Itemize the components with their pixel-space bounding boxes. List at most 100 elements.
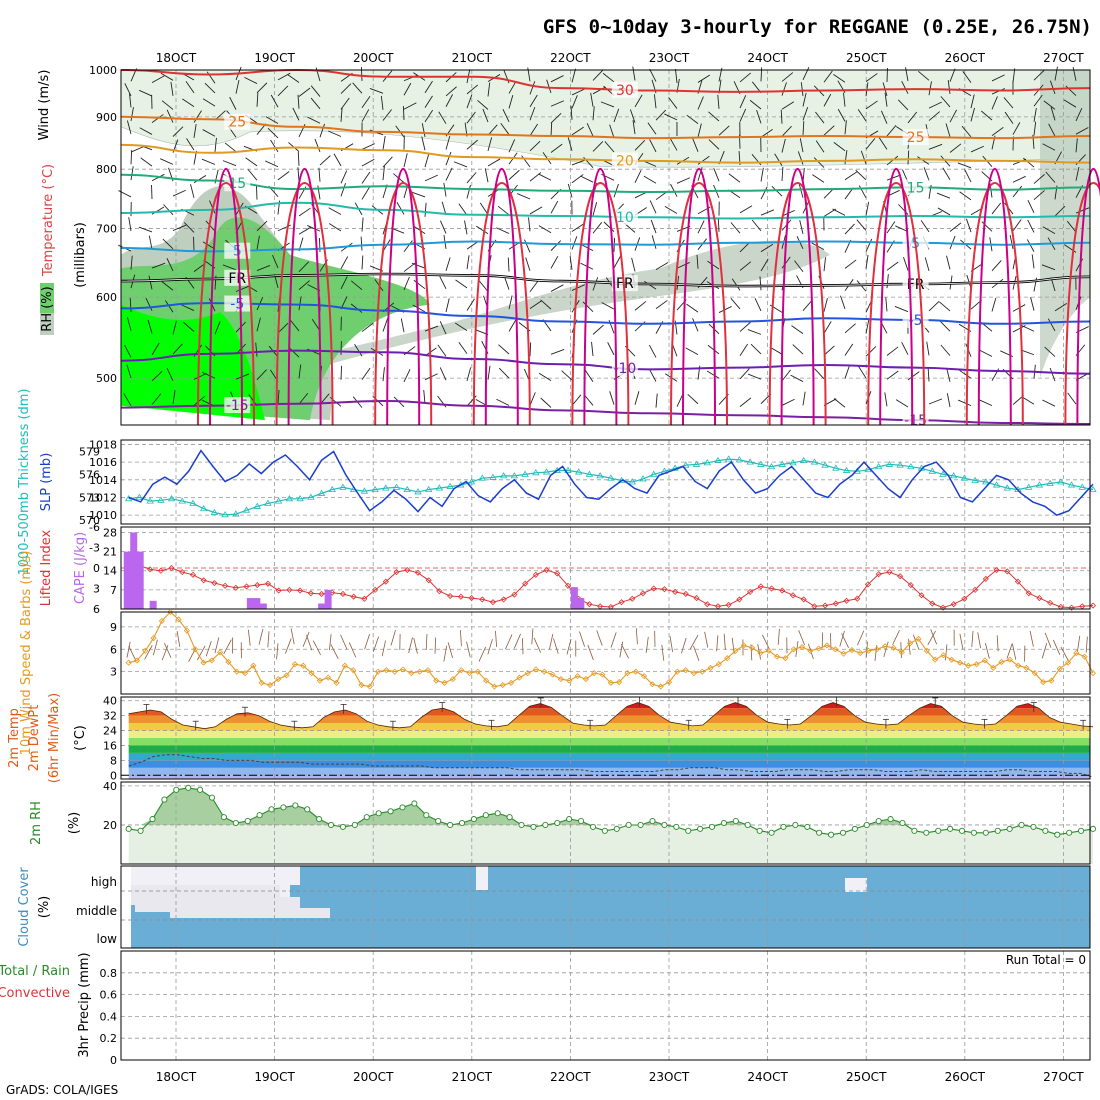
thickness-axis-label-part: 1000-500mb Thickness (dm): [17, 388, 32, 575]
wind10-speed-marker: [699, 668, 706, 675]
thickness-marker: [992, 481, 1001, 488]
surface-heat-contour-inner: [386, 168, 421, 426]
wind-barb: [643, 175, 657, 184]
lifted-index-tick-label: 6: [93, 603, 100, 616]
wind-barb: [1044, 346, 1056, 357]
wind-barb: [439, 321, 447, 335]
wind-barb: [224, 142, 237, 153]
wind10-speed-marker: [192, 646, 199, 653]
wind-barb: [928, 101, 942, 109]
contour-label-bg: [224, 269, 251, 286]
wind10-speed-marker: [973, 661, 980, 668]
wind-barb: [676, 393, 684, 407]
wind10-speed-marker: [582, 676, 589, 683]
wind-barb: [438, 111, 447, 124]
slp-thickness-panel: 1010 1012 1014 1016 1018 570 573 576 579 1000-500…: [17, 388, 1097, 576]
wind-barb: [529, 106, 536, 121]
wind-barb: [172, 189, 186, 197]
wind-barb: [540, 299, 552, 310]
rh-shading-light: [120, 69, 1091, 168]
lifted-index-marker: [468, 595, 475, 602]
wind10-barb: [959, 633, 964, 650]
wind-barb: [289, 319, 300, 332]
precip-panel: 0 0.2 0.4 0.6 0.8 Run Total = 0 Total / Rain Co…: [0, 950, 1091, 1067]
wind-barb: [538, 173, 552, 181]
wind10-barb: [505, 634, 513, 650]
wind-barb: [567, 137, 573, 151]
wind10-barb: [258, 628, 264, 645]
rh2m-marker: [161, 796, 168, 803]
wind10-speed-marker: [142, 647, 149, 654]
thickness-marker: [1078, 483, 1086, 490]
wind-barb: [529, 123, 538, 137]
temperature-band: [128, 775, 1090, 779]
cloud-gap: [121, 866, 131, 948]
wind-barb: [163, 204, 174, 216]
wind-barb: [256, 265, 271, 272]
wind-barb: [487, 137, 493, 152]
temperature-band: [128, 760, 1090, 768]
wind10-barb: [487, 639, 493, 655]
wind-barb: [424, 109, 434, 123]
wind10-barb: [408, 637, 413, 654]
wind-barb: [650, 219, 657, 234]
upper-air-temp-label: Temperature (°C): [41, 164, 56, 277]
rh2m-marker: [244, 817, 251, 825]
rh2m-marker: [292, 802, 299, 809]
wind10-speed-marker: [1023, 664, 1030, 671]
rh2m-marker: [601, 827, 608, 834]
thickness-marker: [232, 510, 240, 517]
thickness-marker: [1035, 481, 1044, 488]
wind-barb: [613, 255, 622, 269]
wind-barb: [878, 137, 888, 150]
wind-barb: [730, 222, 741, 234]
slp-axis-label: SLP (mb): [39, 453, 54, 512]
surface-heat-contour-inner: [780, 168, 815, 426]
wind-barb: [797, 151, 804, 165]
contour-label-bg: [224, 397, 251, 414]
thickness-marker: [1046, 479, 1054, 486]
temp2m-frame: [120, 696, 1091, 780]
wind-barb: [130, 150, 133, 165]
wind-barb: [739, 321, 751, 332]
lifted-index-marker: [661, 586, 668, 593]
thickness-marker: [821, 461, 829, 468]
wind-barb: [229, 96, 237, 110]
wind10-barb: [513, 633, 521, 649]
wind-barb: [739, 72, 752, 83]
wind-barb: [382, 156, 393, 168]
thickness-marker: [392, 483, 401, 490]
wind10-barb: [669, 636, 673, 652]
cape-bar: [577, 598, 585, 609]
wind-barb: [648, 344, 657, 358]
cape-bar: [253, 598, 261, 609]
lifted-index-marker: [822, 602, 829, 609]
wind10-speed-marker: [616, 679, 623, 686]
wind-barb: [1033, 121, 1037, 136]
thickness-marker: [703, 459, 711, 466]
wind10-barb: [164, 642, 172, 658]
surface-heat-contour-inner: [583, 168, 618, 426]
wind10-speed-marker: [308, 670, 315, 677]
wind-barb: [1033, 107, 1037, 122]
wind10-barb: [1041, 642, 1048, 659]
wind-barb: [361, 367, 371, 380]
wind-barb: [928, 143, 943, 150]
contour-label: FR: [616, 276, 634, 292]
wind-barb: [361, 158, 375, 167]
wind10-speed-marker: [250, 662, 257, 669]
wind-barb: [1026, 239, 1035, 252]
wind-barb: [424, 325, 439, 332]
wind10-barb: [723, 633, 726, 650]
lifted-index-marker: [264, 580, 272, 587]
wind10-speed-marker: [1073, 649, 1080, 657]
wind10-tick-label: 6: [110, 643, 117, 656]
wind10-speed-marker: [740, 642, 747, 649]
wind10-speed-marker: [649, 681, 656, 688]
wind-barb: [382, 109, 392, 121]
thickness-marker: [146, 497, 154, 504]
wind-barb: [466, 298, 475, 311]
wind-barb: [424, 153, 430, 168]
wind-barb: [1012, 68, 1016, 83]
